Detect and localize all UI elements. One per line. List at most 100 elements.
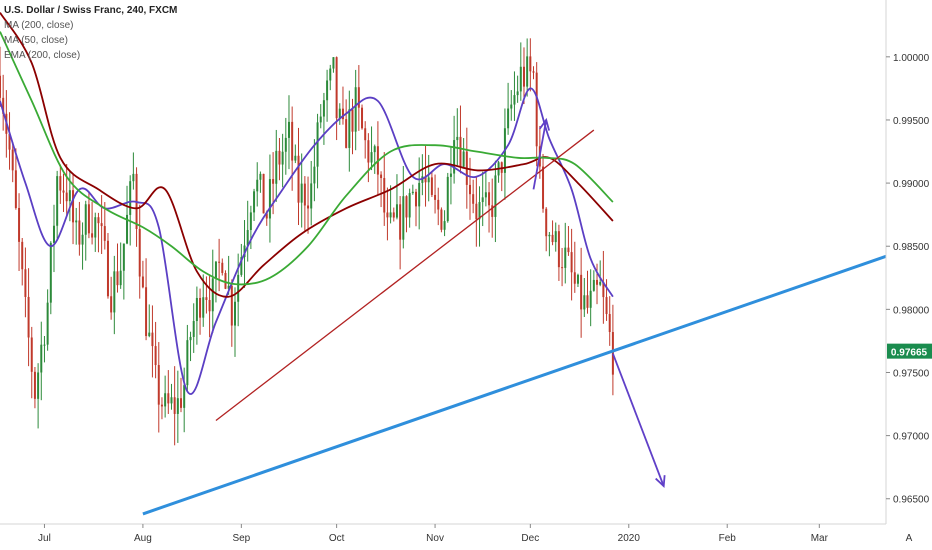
candle-body	[361, 107, 364, 129]
candle-body	[519, 66, 522, 92]
candle-body	[97, 217, 100, 224]
candle-body	[202, 297, 205, 318]
candle-body	[437, 199, 440, 210]
candle-body	[554, 231, 557, 243]
candle-body	[227, 285, 230, 289]
candle-body	[240, 257, 243, 275]
candle-body	[284, 137, 287, 152]
y-tick-label: 0.98000	[893, 305, 930, 316]
candle-body	[481, 197, 484, 203]
candle-body	[94, 217, 97, 238]
candle-body	[65, 192, 68, 202]
candle-body	[18, 207, 21, 242]
candle-body	[529, 56, 532, 72]
candle-body	[151, 332, 154, 347]
candle-body	[141, 276, 144, 288]
candle-body	[326, 80, 329, 101]
candle-body	[246, 230, 249, 246]
candle-body	[338, 108, 341, 119]
candle-body	[291, 121, 294, 161]
candle-body	[106, 240, 109, 297]
projection-arrow[interactable]	[612, 353, 665, 487]
projection-arrow-head	[655, 475, 666, 489]
candle-body	[411, 191, 414, 194]
candle-body	[262, 173, 265, 214]
candle-body	[580, 274, 583, 310]
support-trendline[interactable]	[142, 254, 887, 516]
symbol-title[interactable]: U.S. Dollar / Swiss Franc, 240, FXCM	[4, 5, 178, 16]
indicator-ema200[interactable]: EMA (200, close)	[4, 50, 81, 61]
candle-body	[218, 261, 221, 263]
x-tick-label: Feb	[719, 533, 737, 544]
candle-body	[233, 301, 236, 326]
candle-body	[459, 136, 462, 167]
candle-body	[272, 179, 275, 184]
candle-body	[265, 213, 268, 219]
candle-body	[176, 398, 179, 414]
candle-body	[189, 336, 192, 341]
candle-body	[81, 234, 84, 245]
candle-body	[170, 397, 173, 404]
candle-body	[40, 344, 43, 373]
candle-body	[440, 209, 443, 230]
candle-body	[491, 205, 494, 217]
candle-body	[573, 272, 576, 284]
candle-body	[167, 393, 170, 404]
candle-body	[2, 97, 5, 114]
candle-body	[373, 146, 376, 153]
candle-body	[472, 194, 475, 204]
candle-body	[192, 321, 195, 337]
candle-body	[354, 87, 357, 132]
candle-body	[405, 196, 408, 218]
indicator-ma200[interactable]: MA (200, close)	[4, 20, 74, 31]
candle-body	[256, 179, 259, 192]
candle-body	[224, 272, 227, 289]
candle-body	[281, 151, 284, 165]
candle-body	[453, 140, 456, 174]
price-axis[interactable]: 0.96500 0.97000 0.97500 0.98000 0.98500 0.990…	[886, 53, 930, 506]
time-axis[interactable]: Jul Aug Sep Oct Nov Dec 2020 Feb Mar	[38, 524, 829, 544]
candle-body	[443, 221, 446, 230]
candle-body	[303, 183, 306, 206]
candle-body	[160, 404, 163, 407]
candle-body	[570, 252, 573, 273]
candle-body	[275, 150, 278, 184]
candle-body	[132, 173, 135, 182]
candle-body	[475, 203, 478, 220]
candle-body	[278, 150, 281, 165]
candle-body	[211, 278, 214, 312]
candle-body	[62, 190, 65, 193]
trendline-drawings[interactable]	[142, 117, 887, 516]
candle-body	[348, 109, 351, 148]
pullback-arrow[interactable]	[532, 119, 548, 190]
candle-body	[186, 340, 189, 386]
y-tick-label: 0.99500	[893, 116, 930, 127]
candle-body	[307, 205, 310, 209]
candle-body	[456, 136, 459, 141]
x-tick-label: Mar	[811, 533, 829, 544]
candle-body	[129, 181, 132, 215]
candle-body	[516, 91, 519, 96]
y-tick-label: 0.97000	[893, 432, 930, 443]
candle-body	[488, 192, 491, 206]
candle-body	[126, 214, 129, 244]
candle-body	[214, 261, 217, 279]
candle-body	[551, 234, 554, 243]
ma50-line	[0, 87, 614, 395]
candle-body	[341, 108, 344, 120]
broken-trendline[interactable]	[215, 129, 595, 421]
last-price-label: 0.97665	[891, 348, 928, 359]
candle-body	[30, 337, 33, 372]
auto-scale-button[interactable]: A	[906, 533, 913, 544]
ma200-line	[0, 12, 614, 298]
candle-body	[370, 152, 373, 163]
candle-body	[494, 175, 497, 217]
candle-body	[319, 116, 322, 123]
candle-body	[545, 208, 548, 237]
indicator-ma50[interactable]: MA (50, close)	[4, 35, 68, 46]
x-tick-label: Aug	[134, 533, 152, 544]
candle-body	[589, 290, 592, 308]
candle-body	[249, 212, 252, 231]
